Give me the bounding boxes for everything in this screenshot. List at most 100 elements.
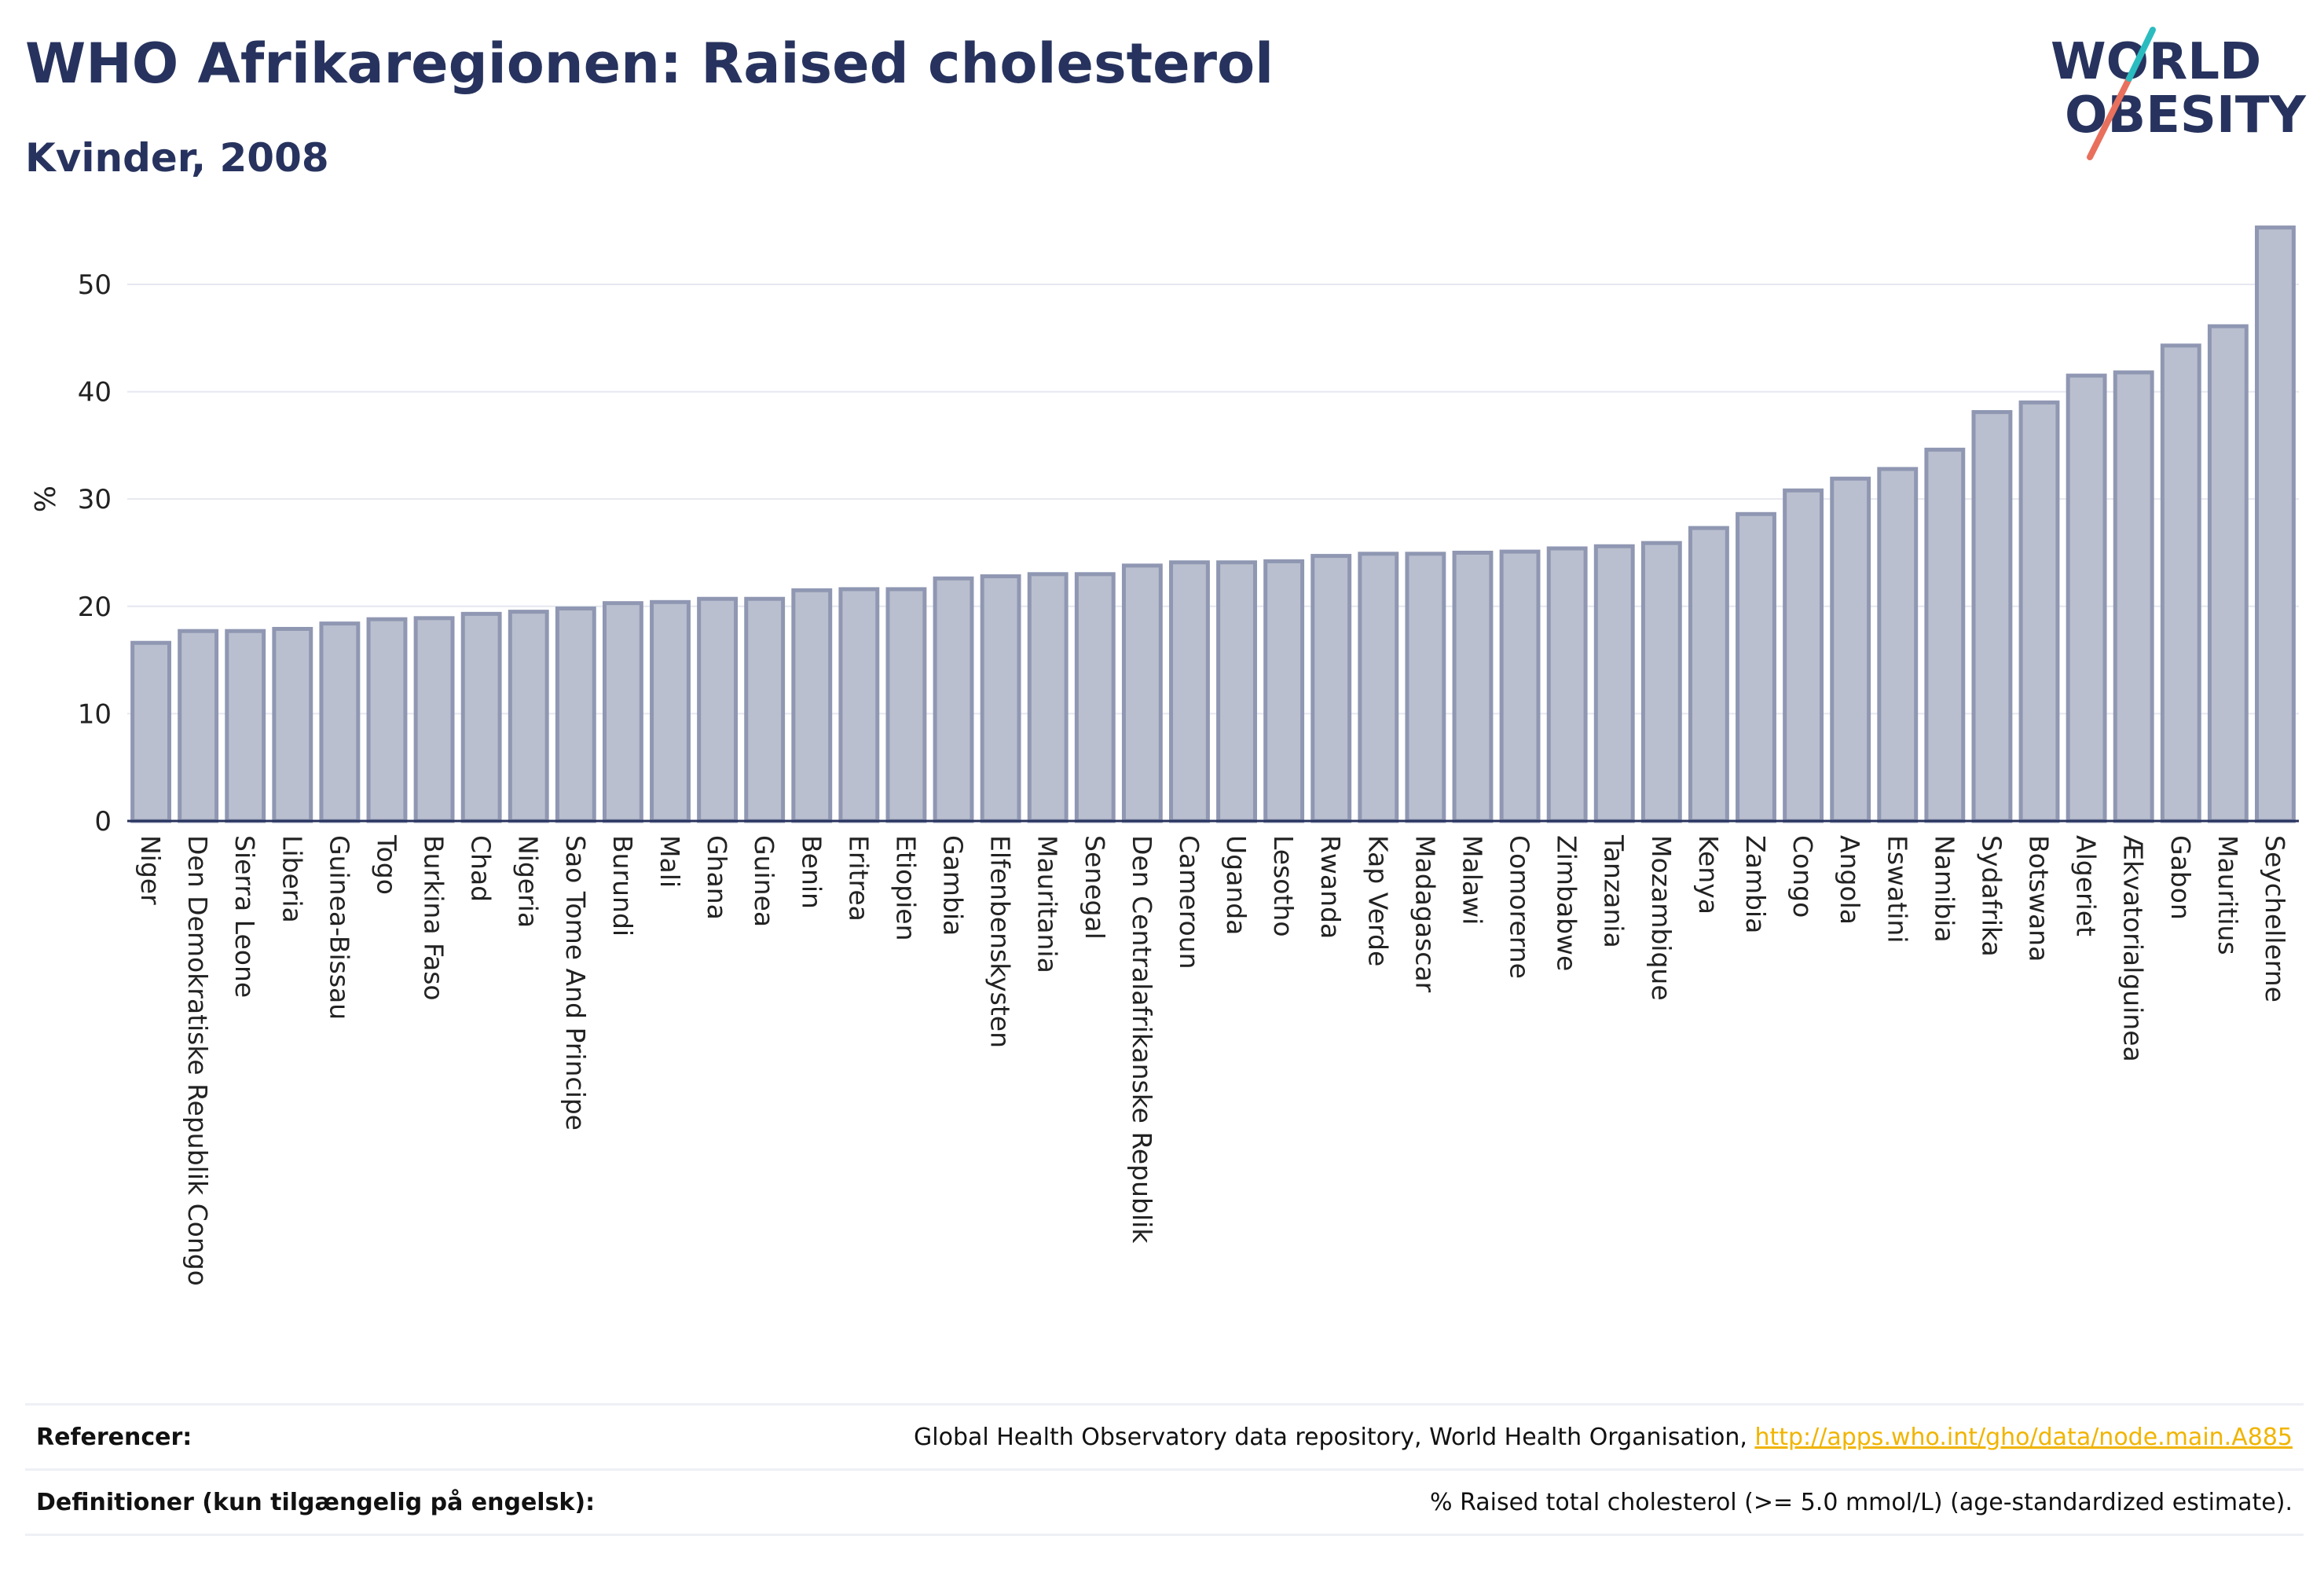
bar <box>791 588 833 823</box>
reference-row: Referencer: Global Health Observatory da… <box>25 1403 2304 1468</box>
x-tick-label: Uganda <box>1221 835 1252 935</box>
x-tick-label: Cameroun <box>1174 835 1204 969</box>
bar <box>508 610 549 823</box>
bar <box>272 626 313 823</box>
x-tick-label: Lesotho <box>1268 835 1299 937</box>
bar <box>1971 410 2013 823</box>
bar <box>2066 373 2107 823</box>
bar <box>1452 550 1494 823</box>
x-tick-label: Benin <box>796 835 827 909</box>
bar <box>1546 546 1588 823</box>
x-tick-label: Ghana <box>702 835 732 920</box>
definition-row: Definitioner (kun tilgængelig på engelsk… <box>25 1468 2304 1536</box>
bar <box>1121 563 1163 823</box>
bar <box>1736 511 1776 823</box>
x-tick-label: Rwanda <box>1315 835 1346 939</box>
x-tick-label: Senegal <box>1080 835 1110 940</box>
bar <box>1405 552 1446 823</box>
bar <box>885 587 927 823</box>
bar <box>1924 447 1966 823</box>
bar <box>2207 324 2249 823</box>
x-tick-label: Eswatini <box>1882 835 1912 943</box>
reference-text: Global Health Observatory data repositor… <box>914 1423 1755 1451</box>
bar <box>2018 400 2060 823</box>
bar <box>1640 541 1682 823</box>
bar <box>744 596 786 823</box>
x-tick-label: Eritrea <box>843 835 874 922</box>
x-tick-label: Guinea <box>749 835 779 927</box>
bar <box>1263 559 1305 823</box>
bar <box>1783 488 1824 823</box>
bar <box>1074 572 1116 823</box>
reference-value: Global Health Observatory data repositor… <box>914 1424 2304 1451</box>
bar-chart: 0 10 20 30 40 50% Niger Den Demokratiske Republ… <box>30 225 2299 1286</box>
y-tick-label: 10 <box>78 698 112 730</box>
bar <box>1688 526 1729 823</box>
x-tick-label: Nigeria <box>513 835 544 928</box>
bar <box>1877 467 1919 823</box>
x-tick-label: Mauritania <box>1032 835 1063 973</box>
bar <box>1499 549 1541 823</box>
bar <box>130 640 171 823</box>
x-tick-label: Burkina Faso <box>419 835 449 1001</box>
bar <box>178 629 219 823</box>
x-tick-label: Niger <box>135 835 166 905</box>
x-tick-label: Algeriet <box>2071 835 2102 936</box>
bar <box>319 621 361 823</box>
reference-table: Referencer: Global Health Observatory da… <box>25 1403 2304 1536</box>
bar <box>1358 552 1399 823</box>
bar <box>980 574 1021 823</box>
y-tick-label: 50 <box>78 269 112 301</box>
bar <box>413 616 455 823</box>
bar <box>933 576 974 823</box>
reference-link[interactable]: http://apps.who.int/gho/data/node.main.A… <box>1754 1423 2293 1451</box>
x-tick-label: Liberia <box>277 835 307 923</box>
x-tick-label: Kenya <box>1693 835 1724 914</box>
x-tick-label: Sao Tome And Principe <box>560 835 591 1131</box>
x-tick-label: Zambia <box>1740 835 1771 933</box>
x-tick-label: Guinea-Bissau <box>324 835 354 1020</box>
bar <box>2255 225 2296 823</box>
x-tick-label: Botswana <box>2024 835 2055 962</box>
bar <box>1593 544 1635 823</box>
y-tick-label: 20 <box>78 592 112 623</box>
logo-line-2: OBESITY <box>2065 86 2306 145</box>
x-tick-label: Burundi <box>607 835 638 936</box>
bar <box>555 607 596 823</box>
x-tick-label: Gabon <box>2165 835 2196 920</box>
x-tick-label: Malawi <box>1457 835 1487 925</box>
x-tick-label: Gambia <box>938 835 969 936</box>
x-tick-label: Tanzania <box>1599 834 1629 948</box>
bar <box>602 601 643 823</box>
x-tick-label: Togo <box>371 834 401 895</box>
bar <box>697 596 739 823</box>
x-tick-label: Sydafrika <box>1976 835 2007 957</box>
bar <box>1027 572 1069 823</box>
x-tick-label: Madagascar <box>1409 835 1440 993</box>
bar <box>1830 476 1871 823</box>
definition-label: Definitioner (kun tilgængelig på engelsk… <box>36 1488 596 1516</box>
bar <box>1310 554 1352 823</box>
bar <box>838 587 880 823</box>
x-tick-label: Seychellerne <box>2260 835 2290 1002</box>
bar <box>2160 343 2201 823</box>
x-tick-label: Den Centralafrikanske Republik <box>1127 835 1157 1244</box>
chart-title: WHO Afrikaregionen: Raised cholesterol <box>25 31 1274 96</box>
bar <box>366 617 408 823</box>
x-tick-label: Angola <box>1835 835 1865 925</box>
x-tick-label: Mauritius <box>2212 835 2243 955</box>
x-tick-label: Kap Verde <box>1362 835 1393 966</box>
bar <box>650 599 691 823</box>
x-tick-label: Den Demokratiske Republik Congo <box>182 835 213 1286</box>
x-tick-label: Comorerne <box>1505 835 1535 979</box>
x-tick-label: Mali <box>654 835 685 888</box>
bar <box>2113 370 2154 823</box>
x-tick-label: Namibia <box>1929 835 1959 943</box>
x-tick-label: Sierra Leone <box>229 835 260 998</box>
reference-label: Referencer: <box>36 1423 192 1451</box>
bar <box>460 611 502 823</box>
bar <box>1216 560 1257 823</box>
y-tick-label: 0 <box>94 806 112 837</box>
x-tick-label: Elfenbenskysten <box>985 835 1016 1048</box>
y-tick-label: 40 <box>78 377 112 409</box>
